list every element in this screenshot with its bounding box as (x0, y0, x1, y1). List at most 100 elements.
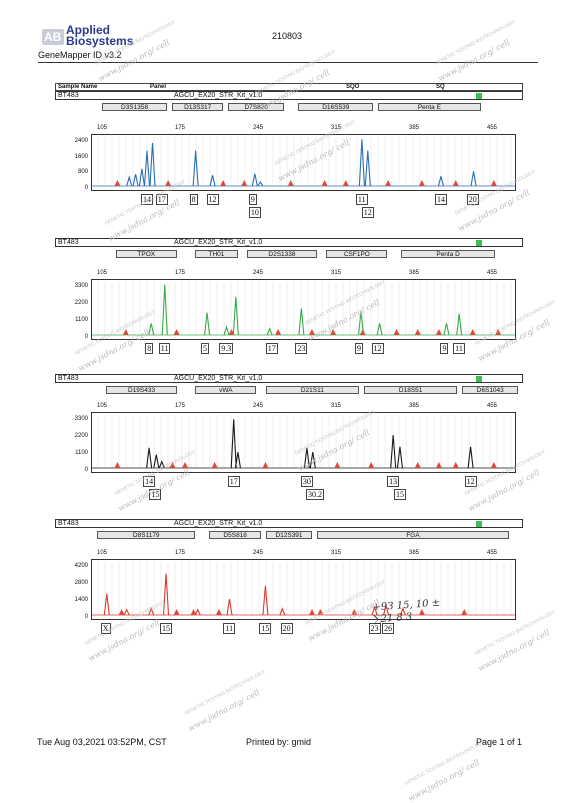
sample-name: BT483 (58, 92, 79, 99)
locus-label: D13S317 (172, 103, 224, 111)
locus-label: D5S818 (209, 531, 261, 539)
locus-label: FGA (317, 531, 509, 539)
allele-call: 30 (300, 476, 313, 487)
status-indicator (476, 93, 482, 99)
size-standard-marker (173, 329, 180, 335)
size-standard-marker (211, 462, 218, 468)
allele-call: 9 (248, 194, 257, 205)
size-standard-marker (385, 180, 392, 186)
sample-name: BT483 (58, 375, 79, 382)
sample-name: BT483 (58, 520, 79, 527)
peak (132, 174, 139, 187)
software-version: GeneMapper ID v3.2 (38, 50, 122, 60)
x-tick-label: 175 (175, 270, 186, 276)
locus-label: D8S1179 (97, 531, 196, 539)
peak (371, 605, 378, 616)
peak (266, 327, 273, 336)
allele-call: 23 (368, 623, 381, 634)
allele-call: X (100, 623, 111, 634)
peak (230, 419, 237, 469)
y-tick-label: 1600 (74, 153, 88, 160)
peak (396, 446, 403, 469)
size-standard-marker (495, 329, 502, 335)
sample-name: BT483 (58, 239, 79, 246)
y-tick-label: 4200 (74, 563, 88, 569)
logo-initials: AB (44, 30, 62, 44)
size-standard-marker (418, 609, 425, 615)
size-standard-marker (368, 462, 375, 468)
peak (303, 447, 310, 469)
x-tick-label: 455 (487, 403, 498, 409)
electropherogram-plot (91, 279, 516, 340)
x-tick-label: 455 (487, 550, 498, 556)
allele-call: 12 (361, 207, 374, 218)
locus-label: D16S539 (298, 103, 374, 111)
status-indicator (476, 521, 482, 527)
peak (103, 593, 110, 616)
peak (456, 313, 463, 336)
allele-call: 11 (355, 194, 368, 205)
size-standard-marker (262, 462, 269, 468)
allele-call: 11 (158, 343, 171, 354)
locus-label: D6S1043 (462, 386, 519, 394)
y-tick-label: 0 (84, 334, 88, 340)
col-sample-name: Sample Name (58, 84, 98, 90)
size-standard-marker (173, 609, 180, 615)
peak (399, 607, 406, 616)
trace-svg (92, 282, 515, 336)
allele-call: 15 (393, 489, 406, 500)
allele-call: 20 (466, 194, 479, 205)
y-tick-label: 0 (84, 614, 88, 620)
allele-call: 10 (248, 207, 261, 218)
peak (161, 284, 168, 336)
electropherogram-plot (91, 412, 516, 473)
size-standard-marker (321, 180, 328, 186)
peak (358, 139, 365, 187)
locus-label: D2S1338 (246, 250, 318, 258)
locus-label: D18S51 (363, 386, 458, 394)
allele-call: 23 (295, 343, 308, 354)
size-standard-marker (469, 329, 476, 335)
x-tick-label: 385 (409, 270, 420, 276)
y-tick-label: 0 (84, 467, 88, 473)
peak (204, 312, 211, 336)
locus-label: Penta D (401, 250, 495, 258)
size-standard-marker (114, 180, 121, 186)
peak (234, 452, 241, 469)
peak (158, 460, 165, 469)
peak (443, 323, 450, 336)
peak (223, 325, 230, 336)
allele-call: 9 (440, 343, 449, 354)
allele-call: 5 (201, 343, 210, 354)
allele-call: 15 (160, 623, 173, 634)
logo-text-line2: Biosystems (66, 34, 134, 48)
kit-name: AGCU_EX20_STR_Kit_v1.0 (174, 375, 263, 382)
allele-call: 26 (382, 623, 395, 634)
trace-svg (92, 415, 515, 469)
electropherogram-plot (91, 559, 516, 620)
allele-call: 11 (223, 623, 236, 634)
y-tick-label: 1400 (74, 597, 88, 603)
sample-bar: BT483 AGCU_EX20_STR_Kit_v1.0 (55, 374, 523, 383)
x-tick-label: 245 (253, 550, 264, 556)
peak (149, 142, 156, 187)
x-tick-label: 105 (97, 270, 108, 276)
size-standard-marker (435, 462, 442, 468)
locus-label: TPOX (115, 250, 177, 258)
allele-call: 9.3 (219, 343, 234, 354)
handwritten-note: +93 15, 10 ± ∑21 8 3 (372, 598, 441, 627)
size-standard-marker (342, 180, 349, 186)
peak (376, 323, 383, 336)
x-tick-label: 245 (253, 270, 264, 276)
y-tick-label: 2200 (74, 300, 88, 306)
x-tick-label: 315 (331, 403, 342, 409)
sample-bar: BT483 AGCU_EX20_STR_Kit_v1.0 (55, 519, 523, 528)
peak (467, 446, 474, 469)
x-tick-label: 105 (97, 125, 108, 131)
x-tick-label: 175 (175, 403, 186, 409)
peak (148, 323, 155, 336)
allele-call: 12 (464, 476, 477, 487)
size-standard-marker (118, 609, 125, 615)
size-standard-marker (169, 462, 176, 468)
allele-call: 8 (189, 194, 198, 205)
